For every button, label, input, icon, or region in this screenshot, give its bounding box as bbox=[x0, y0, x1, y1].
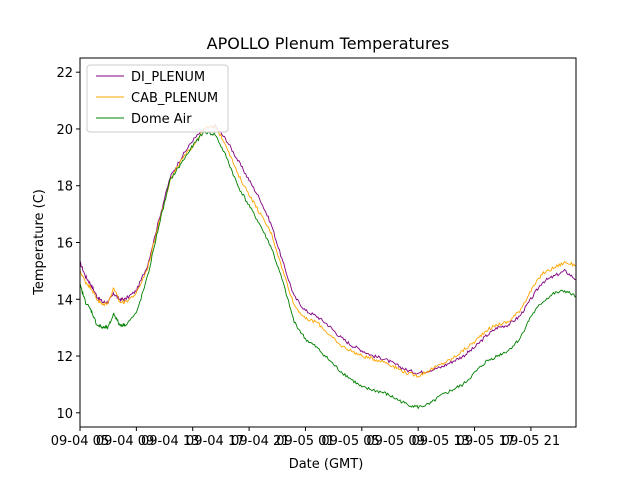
y-tick-label: 16 bbox=[56, 237, 73, 252]
x-tick-label: 09-05 01 bbox=[276, 434, 334, 449]
y-ticks: 10 12 14 16 18 20 22 bbox=[56, 66, 80, 422]
legend-label: CAB_PLENUM bbox=[131, 91, 218, 106]
y-tick-label: 10 bbox=[56, 407, 73, 422]
x-tick-label: 09-05 21 bbox=[502, 434, 560, 449]
series-group bbox=[79, 123, 577, 410]
y-tick-label: 12 bbox=[56, 350, 73, 365]
chart-title: APOLLO Plenum Temperatures bbox=[207, 34, 450, 53]
x-tick-label: 09-05 13 bbox=[412, 434, 470, 449]
x-tick-label: 09-05 05 bbox=[321, 434, 379, 449]
y-tick-label: 20 bbox=[56, 123, 73, 138]
y-axis-label: Temperature (C) bbox=[32, 189, 47, 296]
x-tick-label: 09-04 05 bbox=[51, 434, 109, 449]
legend-label: Dome Air bbox=[131, 112, 192, 127]
x-tick-label: 09-04 09 bbox=[96, 434, 154, 449]
x-tick-label: 09-04 17 bbox=[186, 434, 244, 449]
y-tick-label: 22 bbox=[56, 66, 73, 81]
y-tick-label: 14 bbox=[56, 293, 73, 308]
x-tick-label: 09-05 17 bbox=[457, 434, 515, 449]
legend: DI_PLENUM CAB_PLENUM Dome Air bbox=[86, 64, 229, 133]
x-axis-label: Date (GMT) bbox=[289, 457, 364, 472]
series-line-dome-air bbox=[79, 130, 577, 410]
x-tick-label: 09-04 21 bbox=[231, 434, 289, 449]
legend-box bbox=[86, 64, 229, 133]
series-line-cab-plenum bbox=[79, 124, 577, 378]
series-line-di-plenum bbox=[79, 123, 577, 375]
legend-label: DI_PLENUM bbox=[131, 70, 205, 85]
x-tick-label: 09-05 09 bbox=[366, 434, 424, 449]
y-tick-label: 18 bbox=[56, 180, 73, 195]
x-tick-label: 09-04 13 bbox=[141, 434, 199, 449]
